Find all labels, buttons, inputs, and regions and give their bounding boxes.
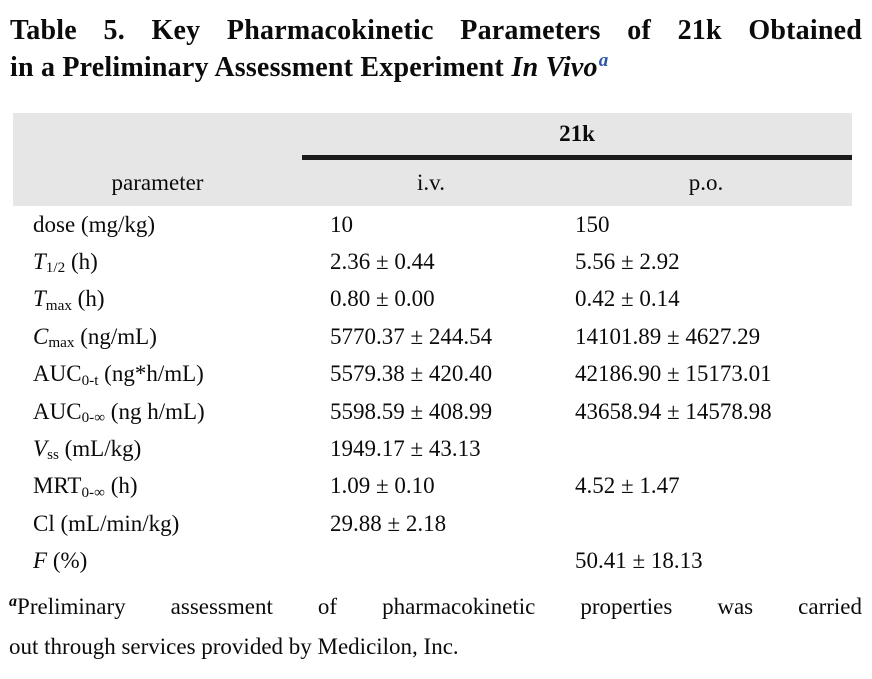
table-row: AUC0-∞ (ng h/mL) 5598.59 ± 408.99 43658.… — [0, 393, 872, 430]
param-label: MRT0-∞ (h) — [33, 473, 330, 499]
param-unit: (mL/min/kg) — [54, 510, 180, 536]
iv-value: 29.88 ± 2.18 — [330, 510, 447, 536]
compound-spanner-rule — [302, 155, 852, 160]
param-unit: (ng/mL) — [74, 323, 157, 349]
title-italic-phrase: In Vivo — [511, 52, 598, 83]
param-subscript: 0-∞ — [81, 483, 105, 501]
param-unit: (ng h/mL) — [105, 398, 205, 424]
param-subscript: max — [45, 296, 72, 314]
compound-group-header: 21k — [559, 121, 595, 146]
param-unit: (mg/kg) — [75, 211, 156, 237]
param-label: Cl (mL/min/kg) — [33, 511, 330, 537]
param-symbol: C — [33, 323, 49, 349]
param-subscript: ss — [47, 446, 59, 464]
param-symbol: T — [33, 249, 46, 275]
table-row: Tmax (h) 0.80 ± 0.00 0.42 ± 0.14 — [0, 281, 872, 318]
param-symbol: AUC — [33, 361, 82, 387]
po-value: 42186.90 ± 15173.01 — [575, 361, 772, 387]
iv-value: 2.36 ± 0.44 — [330, 249, 435, 275]
param-label: AUC0-∞ (ng h/mL) — [33, 399, 330, 425]
param-subscript: 0-∞ — [81, 408, 106, 426]
title-line-1: Table 5. Key Pharmacokinetic Parameters … — [10, 15, 862, 46]
footnote-line-2: out through services provided by Medicil… — [9, 633, 459, 659]
po-value: 50.41 ± 18.13 — [575, 548, 703, 574]
table-body: dose (mg/kg) 10 150 T1/2 (h) 2.36 ± 0.44… — [0, 206, 872, 580]
column-header-row: parameter i.v. p.o. — [13, 160, 852, 206]
column-header-po: p.o. — [688, 170, 724, 195]
iv-value: 5598.59 ± 408.99 — [330, 398, 493, 424]
table-row: dose (mg/kg) 10 150 — [0, 206, 872, 243]
param-symbol: F — [33, 548, 48, 574]
iv-value: 1.09 ± 0.10 — [330, 473, 435, 499]
page-title: Table 5. Key Pharmacokinetic Parameters … — [10, 12, 862, 89]
param-subscript: 0-t — [81, 371, 99, 389]
po-value: 150 — [575, 211, 610, 237]
param-label: Tmax (h) — [33, 286, 330, 312]
table-row: AUC0-t (ng*h/mL) 5579.38 ± 420.40 42186.… — [0, 356, 872, 393]
iv-value: 5579.38 ± 420.40 — [330, 361, 493, 387]
table-row: F (%) 50.41 ± 18.13 — [0, 543, 872, 580]
table-row: Cmax (ng/mL) 5770.37 ± 244.54 14101.89 ±… — [0, 318, 872, 355]
po-value: 5.56 ± 2.92 — [575, 249, 680, 275]
column-header-iv: i.v. — [417, 170, 445, 195]
footnote: aPreliminary assessment of pharmacokinet… — [9, 588, 862, 665]
footnote-marker: a — [9, 592, 18, 610]
param-unit: (ng*h/mL) — [98, 361, 204, 387]
table-row: T1/2 (h) 2.36 ± 0.44 5.56 ± 2.92 — [0, 243, 872, 280]
title-line-2: in a Preliminary Assessment Experiment In… — [10, 49, 862, 89]
iv-value: 0.80 ± 0.00 — [330, 286, 435, 312]
iv-value: 5770.37 ± 244.54 — [330, 323, 493, 349]
param-unit: (h) — [65, 249, 98, 275]
param-symbol: AUC — [33, 398, 82, 424]
table-row: MRT0-∞ (h) 1.09 ± 0.10 4.52 ± 1.47 — [0, 468, 872, 505]
paper-table-figure: Table 5. Key Pharmacokinetic Parameters … — [0, 12, 872, 679]
table-row: Cl (mL/min/kg) 29.88 ± 2.18 — [0, 505, 872, 542]
po-value: 14101.89 ± 4627.29 — [575, 323, 761, 349]
po-value: 43658.94 ± 14578.98 — [575, 398, 772, 424]
iv-value: 1949.17 ± 43.13 — [330, 436, 481, 462]
compound-spanner: 21k — [302, 113, 852, 160]
param-label: T1/2 (h) — [33, 249, 330, 275]
param-label: Vss (mL/kg) — [33, 436, 330, 462]
param-symbol: T — [33, 286, 46, 312]
footnote-line-1: aPreliminary assessment of pharmacokinet… — [9, 588, 862, 628]
title-line-2-text: in a Preliminary Assessment Experiment — [10, 52, 504, 83]
footnote-line-1-text: Preliminary assessment of pharmacokineti… — [17, 593, 862, 619]
param-symbol: dose — [33, 211, 76, 237]
param-unit: (mL/kg) — [58, 436, 142, 462]
column-header-parameter: parameter — [111, 170, 204, 195]
title-footnote-marker: a — [598, 49, 609, 71]
param-unit: (h) — [104, 473, 138, 499]
param-symbol: MRT — [33, 473, 82, 499]
table-header: 21k parameter i.v. p.o. — [13, 113, 852, 206]
param-unit: (h) — [71, 286, 105, 312]
po-value: 0.42 ± 0.14 — [575, 286, 680, 312]
iv-value: 10 — [330, 211, 353, 237]
param-label: dose (mg/kg) — [33, 212, 330, 238]
param-symbol: V — [33, 436, 48, 462]
param-symbol: Cl — [33, 510, 55, 536]
param-label: F (%) — [33, 548, 330, 574]
param-subscript: max — [48, 334, 75, 352]
param-subscript: 1/2 — [45, 259, 66, 277]
param-label: AUC0-t (ng*h/mL) — [33, 361, 330, 387]
po-value: 4.52 ± 1.47 — [575, 473, 680, 499]
table-row: Vss (mL/kg) 1949.17 ± 43.13 — [0, 430, 872, 467]
param-unit: (%) — [47, 548, 88, 574]
param-label: Cmax (ng/mL) — [33, 324, 330, 350]
